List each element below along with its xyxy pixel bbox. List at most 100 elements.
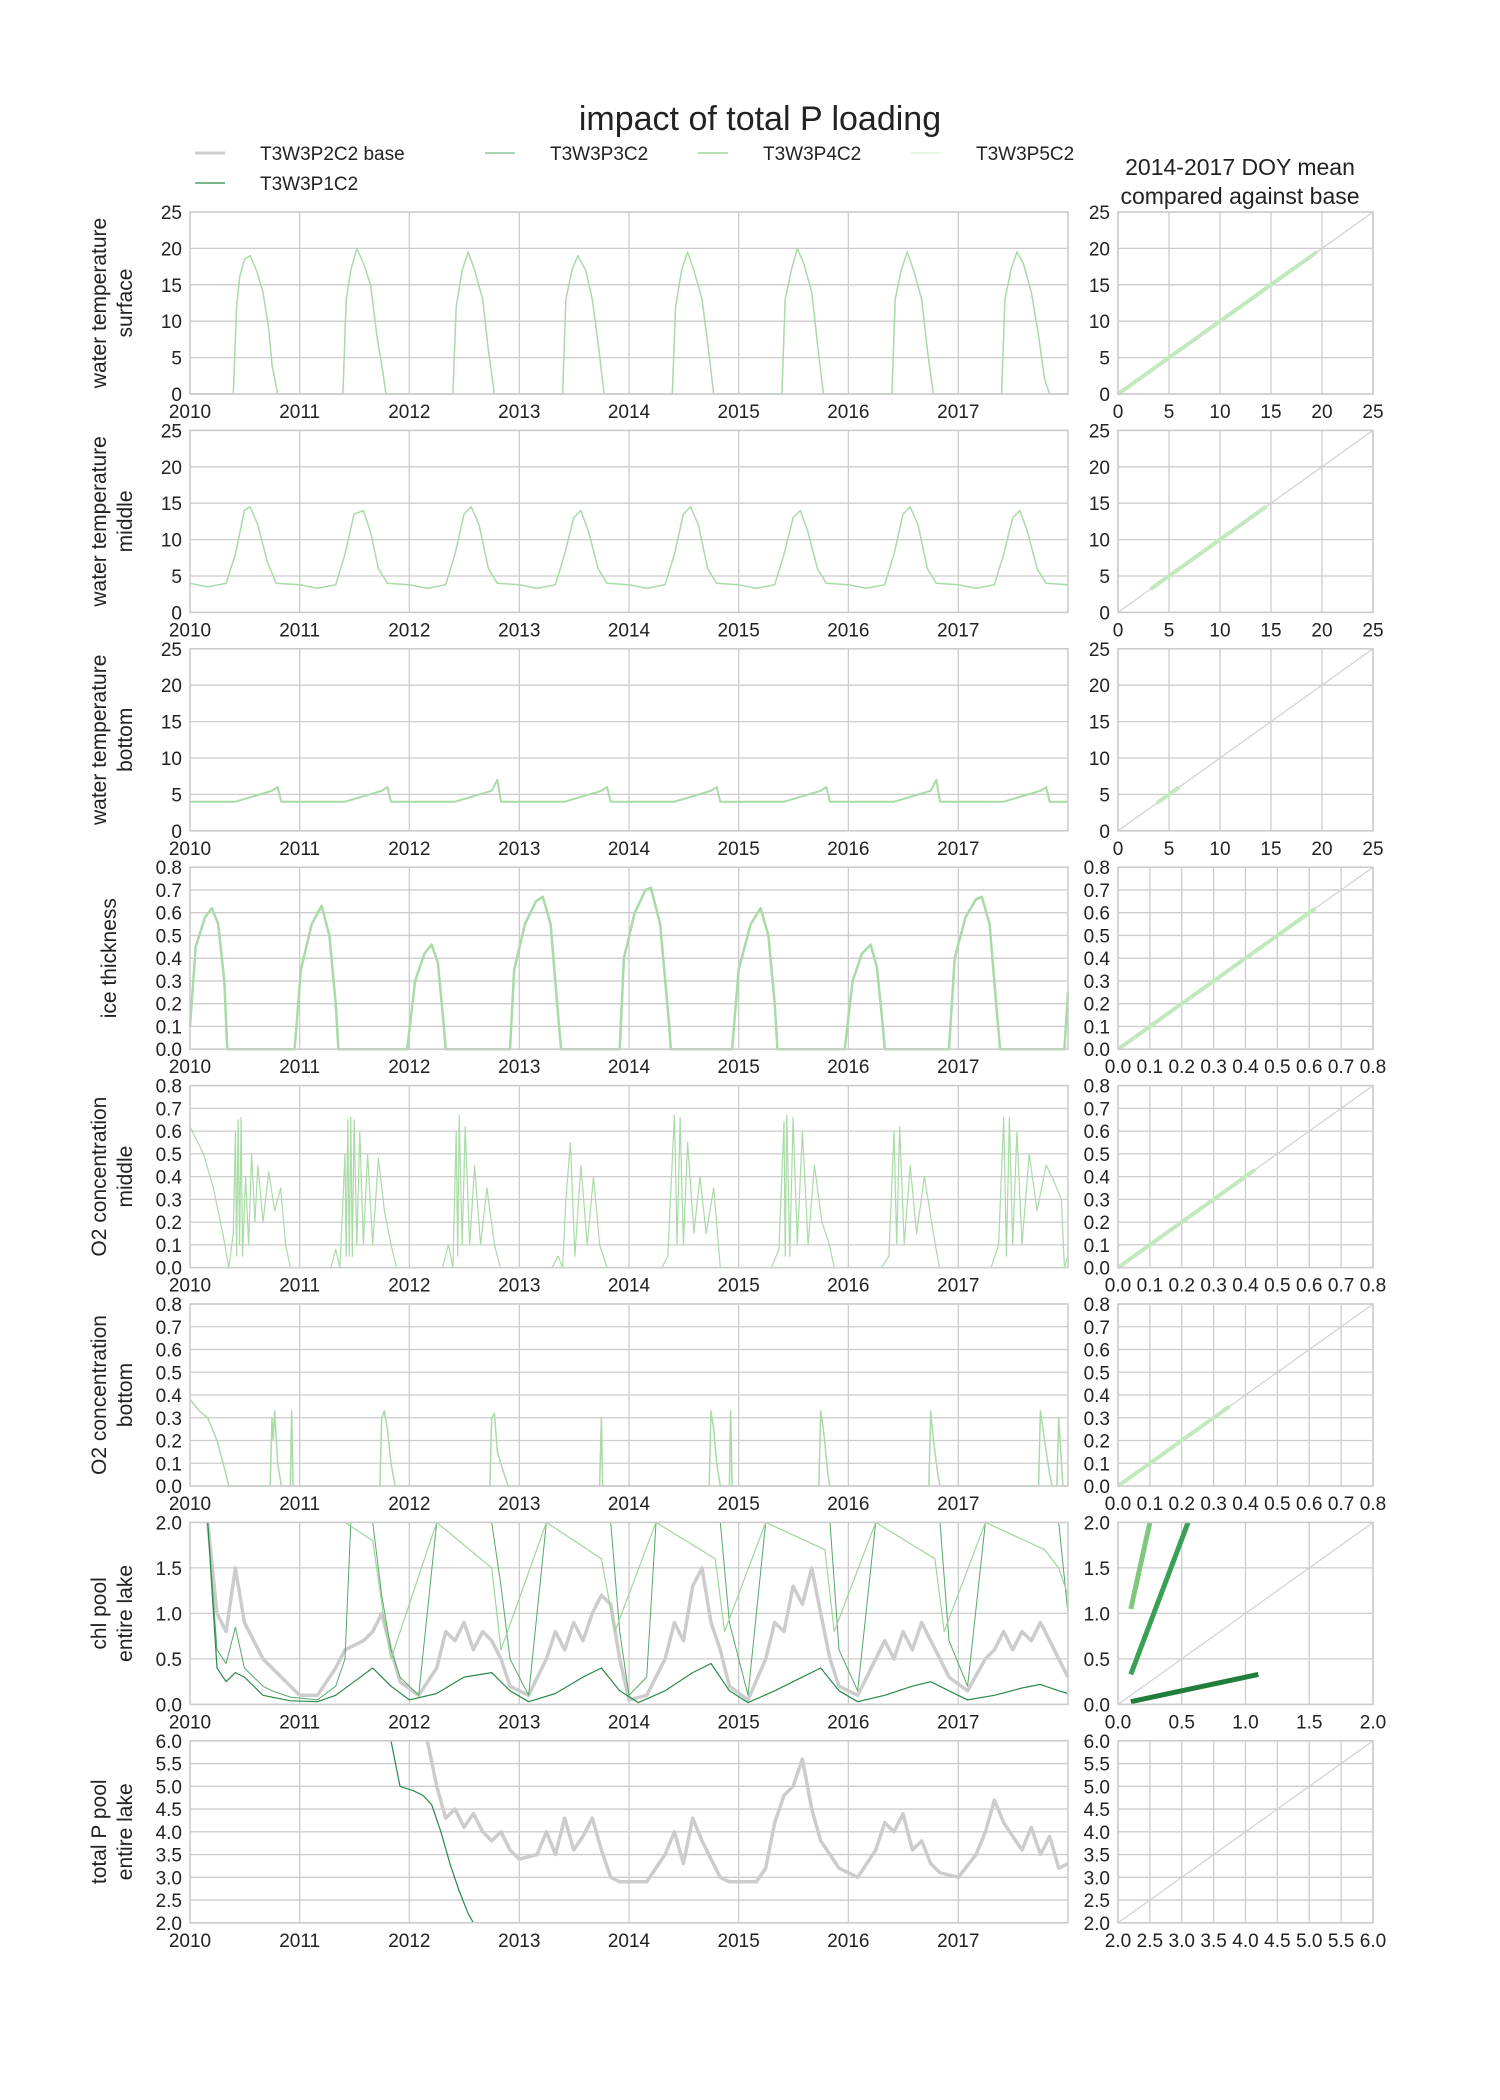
x-tick-label: 2012 <box>388 1276 430 1297</box>
legend-label: T3W3P2C2 base <box>260 144 405 165</box>
x-tick-label: 0.3 <box>1200 1276 1226 1297</box>
x-tick-label: 0.8 <box>1360 1494 1386 1515</box>
y-tick-label: 5.0 <box>1084 1777 1110 1798</box>
y-tick-label: 6.0 <box>156 1732 182 1753</box>
y-tick-label: 20 <box>161 676 182 697</box>
x-tick-label: 1.0 <box>1232 1712 1258 1733</box>
y-axis-label: ice thickness <box>98 898 121 1018</box>
x-tick-label: 2014 <box>608 1057 651 1078</box>
identity-line <box>1117 1521 1374 1705</box>
y-tick-label: 0.4 <box>156 1168 183 1189</box>
x-tick-label: 25 <box>1362 620 1383 641</box>
y-tick-label: 2.0 <box>1084 1914 1110 1935</box>
y-axis-label: O2 concentration bottom <box>88 1315 137 1475</box>
y-tick-label: 10 <box>1089 531 1110 552</box>
y-tick-label: 1.5 <box>156 1559 182 1580</box>
x-tick-label: 20 <box>1311 620 1332 641</box>
x-tick-label: 0.6 <box>1296 1494 1322 1515</box>
y-tick-label: 10 <box>161 749 182 770</box>
y-tick-label: 0.7 <box>1084 1099 1110 1120</box>
y-tick-label: 0.5 <box>1084 1363 1110 1384</box>
y-tick-label: 0.2 <box>156 1432 182 1453</box>
y-axis-label: chl pool entire lake <box>88 1565 137 1662</box>
x-tick-label: 2011 <box>279 402 320 423</box>
x-tick-label: 2011 <box>279 839 320 860</box>
series-line <box>344 1521 1069 1660</box>
series-line <box>189 1114 1069 1269</box>
plot-frame <box>189 1521 1069 1706</box>
legend-label: T3W3P4C2 <box>763 144 861 165</box>
x-tick-label: 2012 <box>388 402 430 423</box>
x-tick-label: 20 <box>1311 839 1332 860</box>
x-tick-label: 25 <box>1362 839 1383 860</box>
x-tick-label: 2010 <box>169 620 211 641</box>
y-tick-label: 6.0 <box>1084 1732 1110 1753</box>
x-tick-label: 2015 <box>718 1057 760 1078</box>
y-tick-label: 0.0 <box>156 1259 182 1280</box>
y-tick-label: 0.7 <box>156 1318 182 1339</box>
x-tick-label: 2016 <box>827 620 869 641</box>
x-tick-label: 2017 <box>937 620 979 641</box>
series-line <box>189 1399 1068 1487</box>
y-tick-label: 0 <box>1099 822 1110 843</box>
scatter-frame <box>1117 1084 1374 1269</box>
x-tick-label: 2015 <box>718 620 760 641</box>
series-line <box>390 1740 474 1924</box>
x-tick-label: 2012 <box>388 620 430 641</box>
x-tick-label: 20 <box>1311 402 1332 423</box>
x-tick-label: 2017 <box>937 402 979 423</box>
series-line <box>205 1522 1070 1702</box>
y-tick-label: 0.8 <box>1084 1077 1110 1098</box>
scatter-line <box>1116 250 1319 396</box>
x-tick-label: 0.7 <box>1328 1057 1354 1078</box>
x-tick-label: 2011 <box>279 1494 320 1515</box>
x-tick-label: 2010 <box>169 1712 211 1733</box>
y-tick-label: 0.0 <box>156 1477 182 1498</box>
x-tick-label: 0.4 <box>1232 1057 1259 1078</box>
y-tick-label: 0.8 <box>156 858 182 879</box>
y-tick-label: 0.2 <box>156 1213 182 1234</box>
y-tick-label: 0.5 <box>1084 926 1110 947</box>
x-tick-label: 0.1 <box>1137 1276 1163 1297</box>
x-tick-label: 10 <box>1209 620 1230 641</box>
x-tick-label: 2013 <box>498 1057 540 1078</box>
x-tick-label: 2015 <box>718 839 760 860</box>
x-tick-label: 5.0 <box>1296 1931 1322 1952</box>
y-tick-label: 0.5 <box>156 1363 182 1384</box>
x-tick-label: 2013 <box>498 620 540 641</box>
y-tick-label: 0.6 <box>156 1122 182 1143</box>
y-axis-label: water temperature surface <box>88 218 137 389</box>
x-tick-label: 2012 <box>388 1494 430 1515</box>
plot-frame <box>189 647 1069 832</box>
y-tick-label: 5 <box>1099 567 1110 588</box>
plot-frame <box>189 1303 1069 1487</box>
scatter-frame <box>1117 1740 1374 1924</box>
y-tick-label: 0.5 <box>156 1650 182 1671</box>
x-tick-label: 2017 <box>937 1931 979 1952</box>
scatter-frame <box>1117 1303 1374 1487</box>
y-tick-label: 20 <box>1089 239 1110 260</box>
x-tick-label: 3.5 <box>1200 1931 1226 1952</box>
y-tick-label: 10 <box>1089 312 1110 333</box>
y-tick-label: 5.0 <box>156 1777 182 1798</box>
y-tick-label: 0.3 <box>1084 1409 1110 1430</box>
y-tick-label: 0.0 <box>1084 1040 1110 1061</box>
y-tick-label: 0.7 <box>156 881 182 902</box>
y-tick-label: 1.0 <box>156 1604 182 1625</box>
x-tick-label: 2013 <box>498 1494 540 1515</box>
x-tick-label: 2017 <box>937 839 979 860</box>
x-tick-label: 2.0 <box>1360 1712 1386 1733</box>
x-tick-label: 0 <box>1113 839 1124 860</box>
x-tick-label: 2017 <box>937 1494 979 1515</box>
figure-title: impact of total P loading <box>579 100 941 138</box>
y-tick-label: 25 <box>161 421 182 442</box>
x-tick-label: 0 <box>1113 620 1124 641</box>
y-tick-label: 0.2 <box>156 995 182 1016</box>
y-tick-label: 3.0 <box>156 1868 182 1889</box>
x-tick-label: 2011 <box>279 620 320 641</box>
y-tick-label: 0.4 <box>1084 1386 1111 1407</box>
legend-label: T3W3P5C2 <box>976 144 1074 165</box>
y-tick-label: 15 <box>161 713 182 734</box>
